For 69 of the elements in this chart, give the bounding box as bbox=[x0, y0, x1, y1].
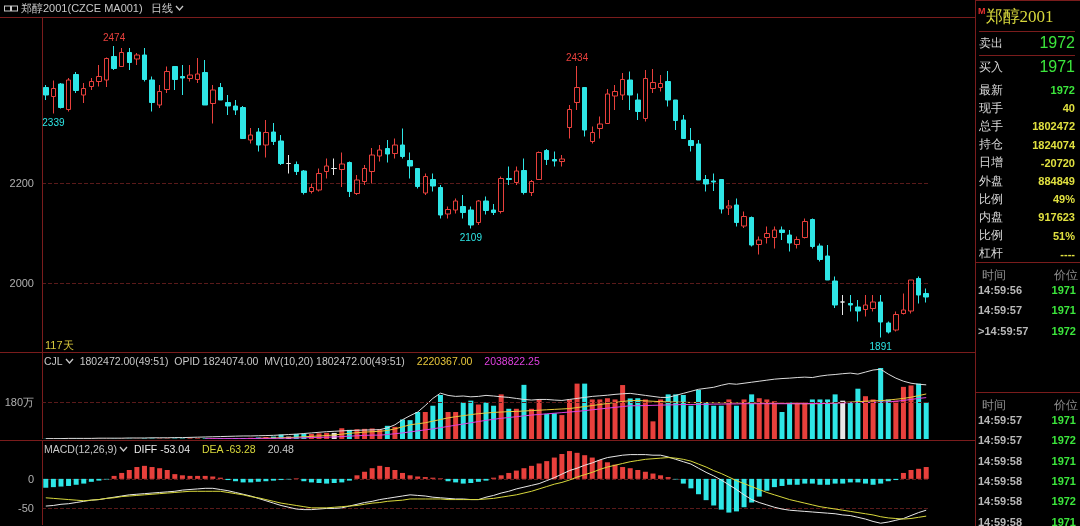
category-label: 14:59:58 bbox=[978, 474, 1023, 487]
text: 郑醇2001 bbox=[985, 6, 1054, 28]
text: 1971 bbox=[1051, 474, 1076, 487]
y-tick-label: 2200 bbox=[9, 177, 34, 189]
text: 1972 bbox=[1050, 84, 1075, 96]
category-label: >14:59:57 bbox=[978, 324, 1029, 337]
text: 1971 bbox=[1039, 58, 1075, 75]
category-label: 日增 bbox=[979, 154, 1003, 172]
text: DIFF -53.04 bbox=[133, 443, 190, 455]
category-label: 14:59:57 bbox=[978, 304, 1023, 317]
chart-subtitle: 1802472.00(49:51) OPID 1824074.00 MV(10,20) 1802472.00(49:51) bbox=[79, 355, 405, 367]
text: 1971 bbox=[1051, 454, 1076, 467]
category-label: 总手 bbox=[979, 117, 1003, 135]
y-tick-label: -50 bbox=[18, 502, 34, 515]
text: 时间 bbox=[982, 397, 1006, 414]
annotation: 20.48 bbox=[267, 443, 294, 455]
text: M bbox=[978, 6, 986, 16]
category-label: 买入 bbox=[979, 58, 1003, 76]
annotation: 1891 bbox=[869, 340, 893, 352]
text: 1802472 bbox=[1032, 120, 1075, 133]
chart-subtitle: 日线 bbox=[150, 1, 173, 16]
category-label: 14:59:56 bbox=[978, 284, 1023, 296]
category-label: 14:59:57 bbox=[978, 414, 1023, 426]
y-tick-label: 180万 bbox=[4, 396, 34, 409]
chart-title: MACD(12,26,9) bbox=[44, 443, 117, 455]
annotation: 2339 bbox=[42, 116, 65, 128]
text: DEA -63.28 bbox=[201, 443, 256, 455]
category-label: 14:59:58 bbox=[978, 515, 1023, 526]
annotation: 2109 bbox=[459, 231, 483, 243]
text: 2038822.25 bbox=[484, 355, 540, 367]
category-label: 持仓 bbox=[979, 136, 1003, 154]
category-label: 外盘 bbox=[979, 172, 1003, 190]
text: 1971 bbox=[1051, 515, 1076, 526]
y-tick-label: 0 bbox=[27, 472, 34, 485]
category-label: 最新 bbox=[979, 81, 1003, 99]
category-label: 卖出 bbox=[979, 34, 1003, 52]
text: 884849 bbox=[1038, 175, 1075, 187]
category-label: 内盘 bbox=[979, 208, 1003, 226]
annotation: 117天 bbox=[45, 338, 74, 351]
category-label: 比例 bbox=[979, 190, 1003, 208]
text: 时间 bbox=[982, 267, 1006, 284]
chart-title: 郑醇2001(CZCE MA001) bbox=[21, 1, 143, 16]
text: ---- bbox=[1060, 247, 1075, 260]
annotation: 2474 bbox=[102, 32, 126, 43]
text: 40 bbox=[1062, 102, 1075, 115]
text: 917623 bbox=[1038, 211, 1075, 224]
annotation: 2434 bbox=[565, 52, 589, 63]
text: 1971 bbox=[1051, 304, 1076, 317]
text: 价位 bbox=[1054, 397, 1078, 414]
text: 51% bbox=[1052, 229, 1075, 242]
category-label: 14:59:58 bbox=[978, 454, 1023, 467]
category-label: 14:59:58 bbox=[978, 495, 1023, 508]
text: 1972 bbox=[1051, 495, 1076, 508]
text: 1971 bbox=[1051, 284, 1076, 296]
text: 49% bbox=[1052, 193, 1075, 206]
text: 1824074 bbox=[1032, 138, 1075, 151]
text: 1972 bbox=[1051, 434, 1076, 447]
y-tick-label: 2000 bbox=[9, 277, 34, 289]
text: 1972 bbox=[1039, 34, 1075, 51]
category-label: 比例 bbox=[979, 227, 1003, 245]
text: 1971 bbox=[1051, 414, 1076, 426]
text: 2220367.00 bbox=[416, 355, 473, 367]
chart-title: CJL bbox=[44, 355, 63, 367]
category-label: 现手 bbox=[979, 99, 1003, 117]
category-label: 杠杆 bbox=[979, 245, 1003, 263]
category-label: 14:59:57 bbox=[978, 434, 1023, 447]
text: 1972 bbox=[1051, 324, 1076, 337]
text: -20720 bbox=[1040, 156, 1075, 169]
text: 价位 bbox=[1054, 267, 1078, 284]
